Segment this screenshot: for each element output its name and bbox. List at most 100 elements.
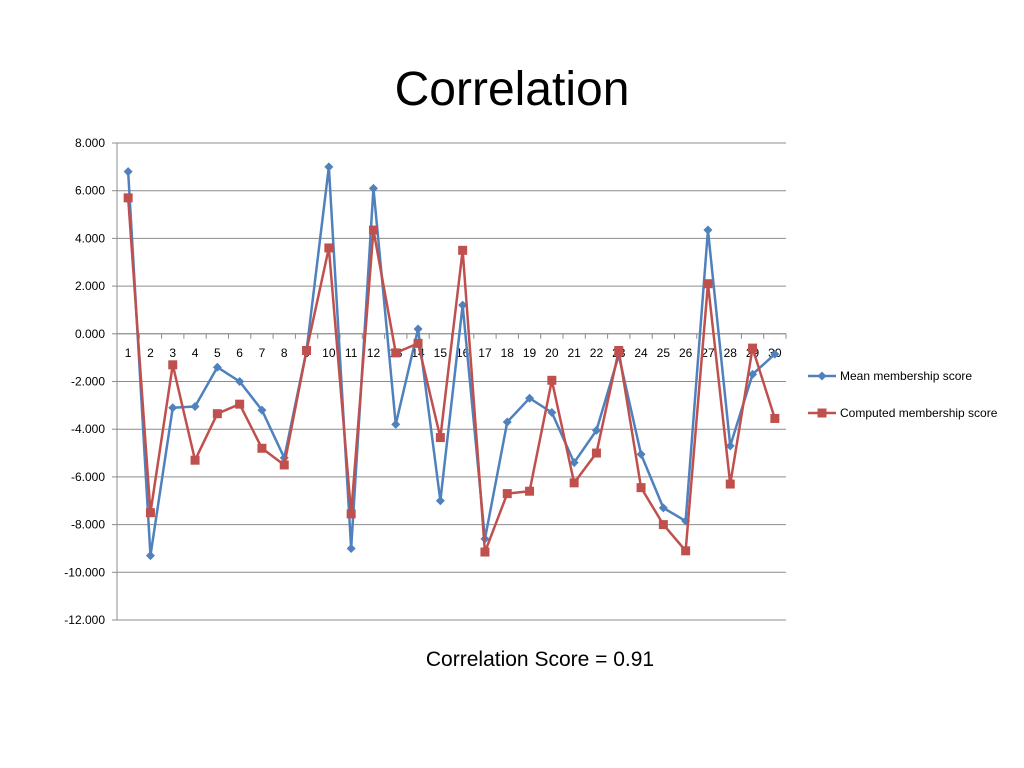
x-tick-label: 10 [322, 346, 336, 360]
x-tick-labels: 1234567891011121314151617181920212223242… [125, 346, 782, 360]
data-point [235, 377, 245, 386]
y-tick-label: -12.000 [64, 613, 105, 627]
data-point [168, 360, 178, 370]
x-tick-label: 2 [147, 346, 154, 360]
data-point [257, 443, 267, 453]
x-tick-label: 8 [281, 346, 288, 360]
data-point [770, 413, 780, 423]
data-point [547, 375, 557, 385]
data-point [502, 489, 512, 499]
legend: Mean membership score Computed membership… [808, 369, 998, 420]
data-point [302, 345, 312, 355]
data-point [212, 362, 222, 372]
data-point [324, 243, 334, 253]
x-tick-label: 7 [259, 346, 266, 360]
x-tick-label: 5 [214, 346, 221, 360]
data-point [525, 486, 535, 496]
x-tick-label: 21 [567, 346, 581, 360]
x-tick-label: 17 [478, 346, 492, 360]
x-tick-label: 24 [634, 346, 648, 360]
data-point [212, 409, 222, 419]
x-tick-label: 11 [345, 346, 358, 360]
data-point [391, 419, 401, 429]
data-point [413, 324, 423, 334]
x-tick-label: 12 [367, 346, 381, 360]
y-tick-label: -8.000 [71, 518, 105, 532]
data-point [168, 403, 178, 413]
legend-entry: Computed membership score [808, 406, 998, 420]
data-point [413, 338, 423, 348]
data-point [591, 425, 601, 435]
data-point [346, 509, 356, 519]
series-line [126, 197, 777, 554]
data-point [703, 225, 713, 235]
data-point [190, 402, 200, 412]
data-point [502, 417, 512, 427]
y-tick-label: 6.000 [75, 184, 105, 198]
x-tick-label: 25 [657, 346, 671, 360]
y-tick-label: 4.000 [75, 231, 105, 245]
data-point [636, 449, 646, 459]
data-point [636, 483, 646, 493]
y-tick-labels: 8.000 6.000 4.000 2.000 0.000 -2.000 -4.000 -6.… [64, 136, 105, 627]
legend-label: Computed membership score [840, 406, 998, 420]
x-tick-label: 6 [236, 346, 243, 360]
legend-marker [817, 371, 827, 381]
data-point [748, 343, 758, 353]
data-point [569, 478, 579, 488]
data-point [368, 225, 378, 235]
y-tick-label: -2.000 [71, 375, 105, 389]
series [123, 162, 780, 561]
slide-title: Correlation [394, 63, 630, 116]
y-tick-label: 2.000 [75, 279, 105, 293]
data-point [725, 479, 735, 489]
y-tick-label: -10.000 [64, 565, 105, 579]
x-tick-label: 1 [125, 346, 132, 360]
data-point [681, 546, 691, 556]
x-tick-label: 28 [724, 346, 738, 360]
x-tick-label: 3 [169, 346, 176, 360]
data-point [123, 167, 133, 177]
legend-label: Mean membership score [840, 369, 972, 383]
x-tick-label: 27 [701, 346, 715, 360]
gridlines [117, 142, 786, 621]
legend-entry: Mean membership score [808, 369, 972, 383]
data-point [458, 245, 468, 255]
data-point [458, 300, 468, 310]
data-point [279, 460, 289, 470]
data-point [235, 399, 245, 409]
data-point [703, 279, 713, 289]
data-point [368, 183, 378, 193]
data-point [770, 349, 780, 359]
data-point [145, 508, 155, 518]
data-point [435, 496, 445, 506]
data-point [145, 551, 155, 561]
x-tick-label: 15 [434, 346, 448, 360]
data-point [725, 441, 735, 451]
data-point [658, 503, 668, 513]
data-point [569, 458, 579, 468]
correlation-score: Correlation Score = 0.91 [425, 648, 655, 671]
data-point [748, 369, 758, 379]
series-line [126, 165, 776, 557]
series-1 [123, 162, 780, 561]
x-tick-label: 22 [590, 346, 604, 360]
data-point [123, 193, 133, 203]
data-point [190, 455, 200, 465]
data-point [346, 543, 356, 553]
data-point [391, 348, 401, 358]
data-point [257, 405, 267, 415]
data-point [435, 433, 445, 443]
x-tick-label: 19 [523, 346, 537, 360]
x-tick-label: 18 [501, 346, 515, 360]
series-2 [123, 193, 780, 557]
data-point [547, 408, 557, 418]
x-tick-label: 26 [679, 346, 693, 360]
x-tick-label: 4 [192, 346, 199, 360]
y-tick-label: -4.000 [71, 422, 105, 436]
y-tick-label: 8.000 [75, 136, 105, 150]
data-point [614, 345, 624, 355]
y-tick-label: -6.000 [71, 470, 105, 484]
data-point [658, 520, 668, 530]
data-point [525, 393, 535, 403]
